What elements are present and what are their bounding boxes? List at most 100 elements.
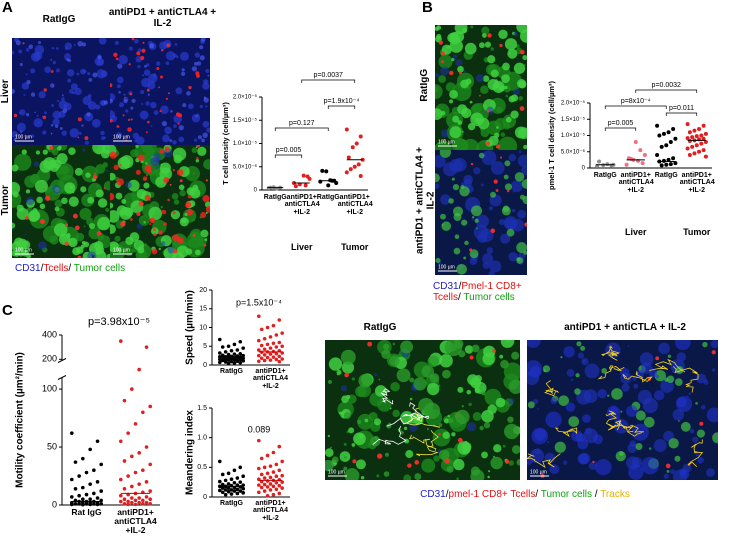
cell (86, 112, 91, 117)
cell (377, 397, 392, 412)
cell (64, 42, 73, 50)
data-point (701, 136, 706, 141)
y-axis-label: Motility coefficient (µm²/min) (15, 352, 26, 488)
cell (51, 148, 59, 156)
cell (474, 381, 487, 394)
cell (203, 97, 209, 103)
data-point (70, 431, 74, 435)
cell (42, 130, 47, 135)
data-point (133, 422, 138, 426)
data-point (271, 323, 276, 328)
cell (449, 70, 454, 76)
cell (205, 205, 210, 213)
data-point (685, 122, 690, 127)
cell (84, 112, 94, 122)
legend: CD31/pmel-1 CD8+ Tcells/ Tumor cells / T… (330, 489, 720, 501)
data-point (344, 170, 349, 175)
cell (447, 414, 451, 418)
significance-bracket (274, 154, 303, 158)
cell (482, 253, 494, 265)
cell (105, 169, 109, 172)
cell (463, 69, 467, 73)
cell (119, 102, 125, 108)
track (605, 410, 618, 431)
cell (440, 66, 450, 76)
cell (196, 61, 202, 66)
cell (470, 469, 485, 480)
cell (518, 96, 523, 101)
cell (140, 90, 145, 95)
micrograph-content (527, 340, 718, 480)
cell (166, 43, 171, 48)
cell (121, 198, 127, 204)
cell (632, 376, 637, 381)
cell (499, 43, 503, 48)
cell (141, 48, 146, 53)
cell (360, 475, 365, 480)
cell (12, 88, 15, 94)
cell (45, 195, 51, 201)
data-point (293, 184, 298, 189)
cell (143, 64, 147, 68)
cell (667, 354, 672, 358)
cell (69, 128, 80, 138)
data-point (268, 346, 273, 350)
data-point (257, 359, 261, 364)
category-label: RatIgG (593, 172, 617, 179)
cell (101, 70, 108, 78)
cell (359, 434, 364, 439)
cell (194, 249, 201, 256)
cell (114, 40, 120, 46)
cell (392, 409, 400, 418)
cell (358, 373, 373, 388)
cell (127, 127, 132, 132)
p-value: p=3.98x10⁻⁵ (88, 316, 150, 328)
cell (505, 116, 512, 123)
cell (87, 72, 91, 76)
data-point (99, 489, 103, 493)
data-point (220, 490, 225, 495)
cell (35, 179, 48, 193)
cell (506, 228, 515, 237)
cell (453, 158, 467, 172)
cell (504, 183, 513, 191)
data-point (277, 318, 282, 322)
data-point (220, 345, 225, 349)
cell (130, 218, 133, 221)
data-point (235, 491, 240, 496)
cell (441, 129, 449, 138)
cell (25, 189, 31, 194)
data-point (268, 488, 273, 492)
cell (675, 340, 691, 351)
cell (453, 206, 464, 217)
cell (199, 55, 205, 61)
micrograph: 100 µm (12, 38, 110, 145)
data-point (77, 493, 81, 498)
cell (23, 93, 26, 96)
data-point (259, 327, 264, 332)
cell (629, 440, 637, 447)
cell (149, 43, 155, 49)
data-point (262, 358, 267, 363)
y-tick-label: 1.5 (197, 405, 207, 412)
cell (76, 246, 84, 254)
cell (584, 363, 600, 379)
category-label: RatIgG (220, 368, 243, 375)
cell (88, 227, 101, 240)
data-point (70, 495, 74, 499)
cell (136, 211, 141, 216)
cell (195, 159, 200, 163)
cell (615, 450, 626, 462)
cell (394, 364, 398, 368)
panel-letter: C (2, 302, 13, 319)
cell (152, 153, 161, 163)
data-point (84, 470, 89, 475)
cell (519, 106, 525, 111)
cell (712, 432, 718, 444)
cell (194, 52, 200, 58)
data-point (265, 325, 270, 330)
cell (98, 38, 107, 45)
data-point (346, 155, 351, 160)
cell (30, 92, 36, 97)
data-point (148, 497, 152, 502)
